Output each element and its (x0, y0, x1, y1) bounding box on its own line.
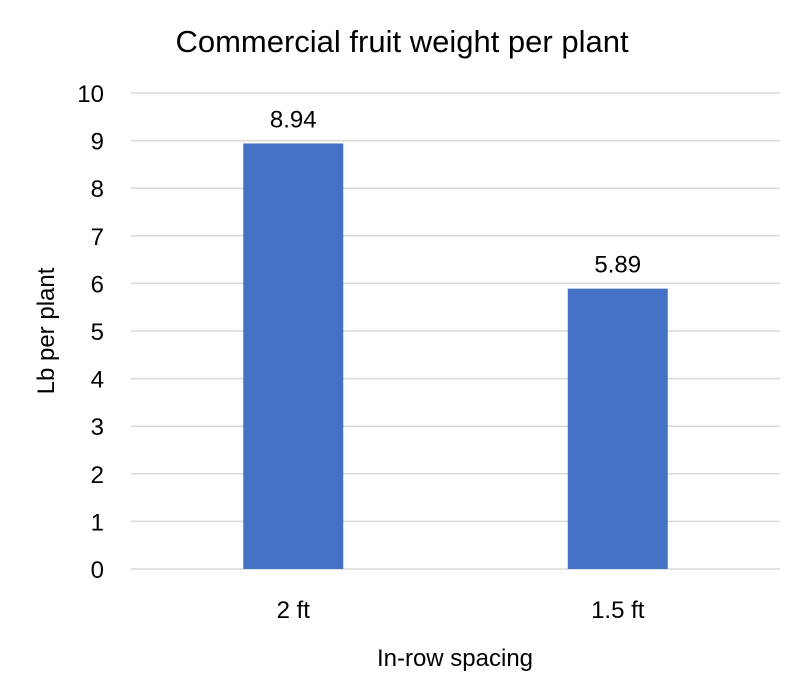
y-tick-label: 6 (91, 271, 104, 298)
y-tick-label: 2 (91, 462, 104, 489)
chart-title: Commercial fruit weight per plant (175, 24, 629, 59)
x-tick-label: 2 ft (277, 597, 311, 624)
data-label: 5.89 (594, 252, 641, 279)
y-tick-label: 8 (91, 176, 104, 203)
data-labels: 8.94 5.89 (270, 106, 641, 278)
y-tick-label: 10 (77, 81, 104, 108)
bar (567, 288, 668, 569)
bars (243, 143, 668, 569)
x-axis-title: In-row spacing (377, 645, 533, 672)
y-axis-tick-labels: 0 1 2 3 4 5 6 7 8 9 10 (77, 81, 104, 584)
x-tick-label: 1.5 ft (591, 597, 645, 624)
y-tick-label: 0 (91, 557, 104, 584)
gridlines (131, 92, 780, 570)
y-tick-label: 7 (91, 224, 104, 251)
y-tick-label: 3 (91, 414, 104, 441)
y-tick-label: 4 (91, 367, 104, 394)
y-tick-label: 1 (91, 509, 104, 536)
data-label: 8.94 (270, 106, 317, 133)
y-axis-title: Lb per plant (33, 267, 60, 394)
x-axis-tick-labels: 2 ft 1.5 ft (277, 597, 645, 624)
y-tick-label: 9 (91, 129, 104, 156)
bar (243, 143, 344, 569)
y-tick-label: 5 (91, 319, 104, 346)
